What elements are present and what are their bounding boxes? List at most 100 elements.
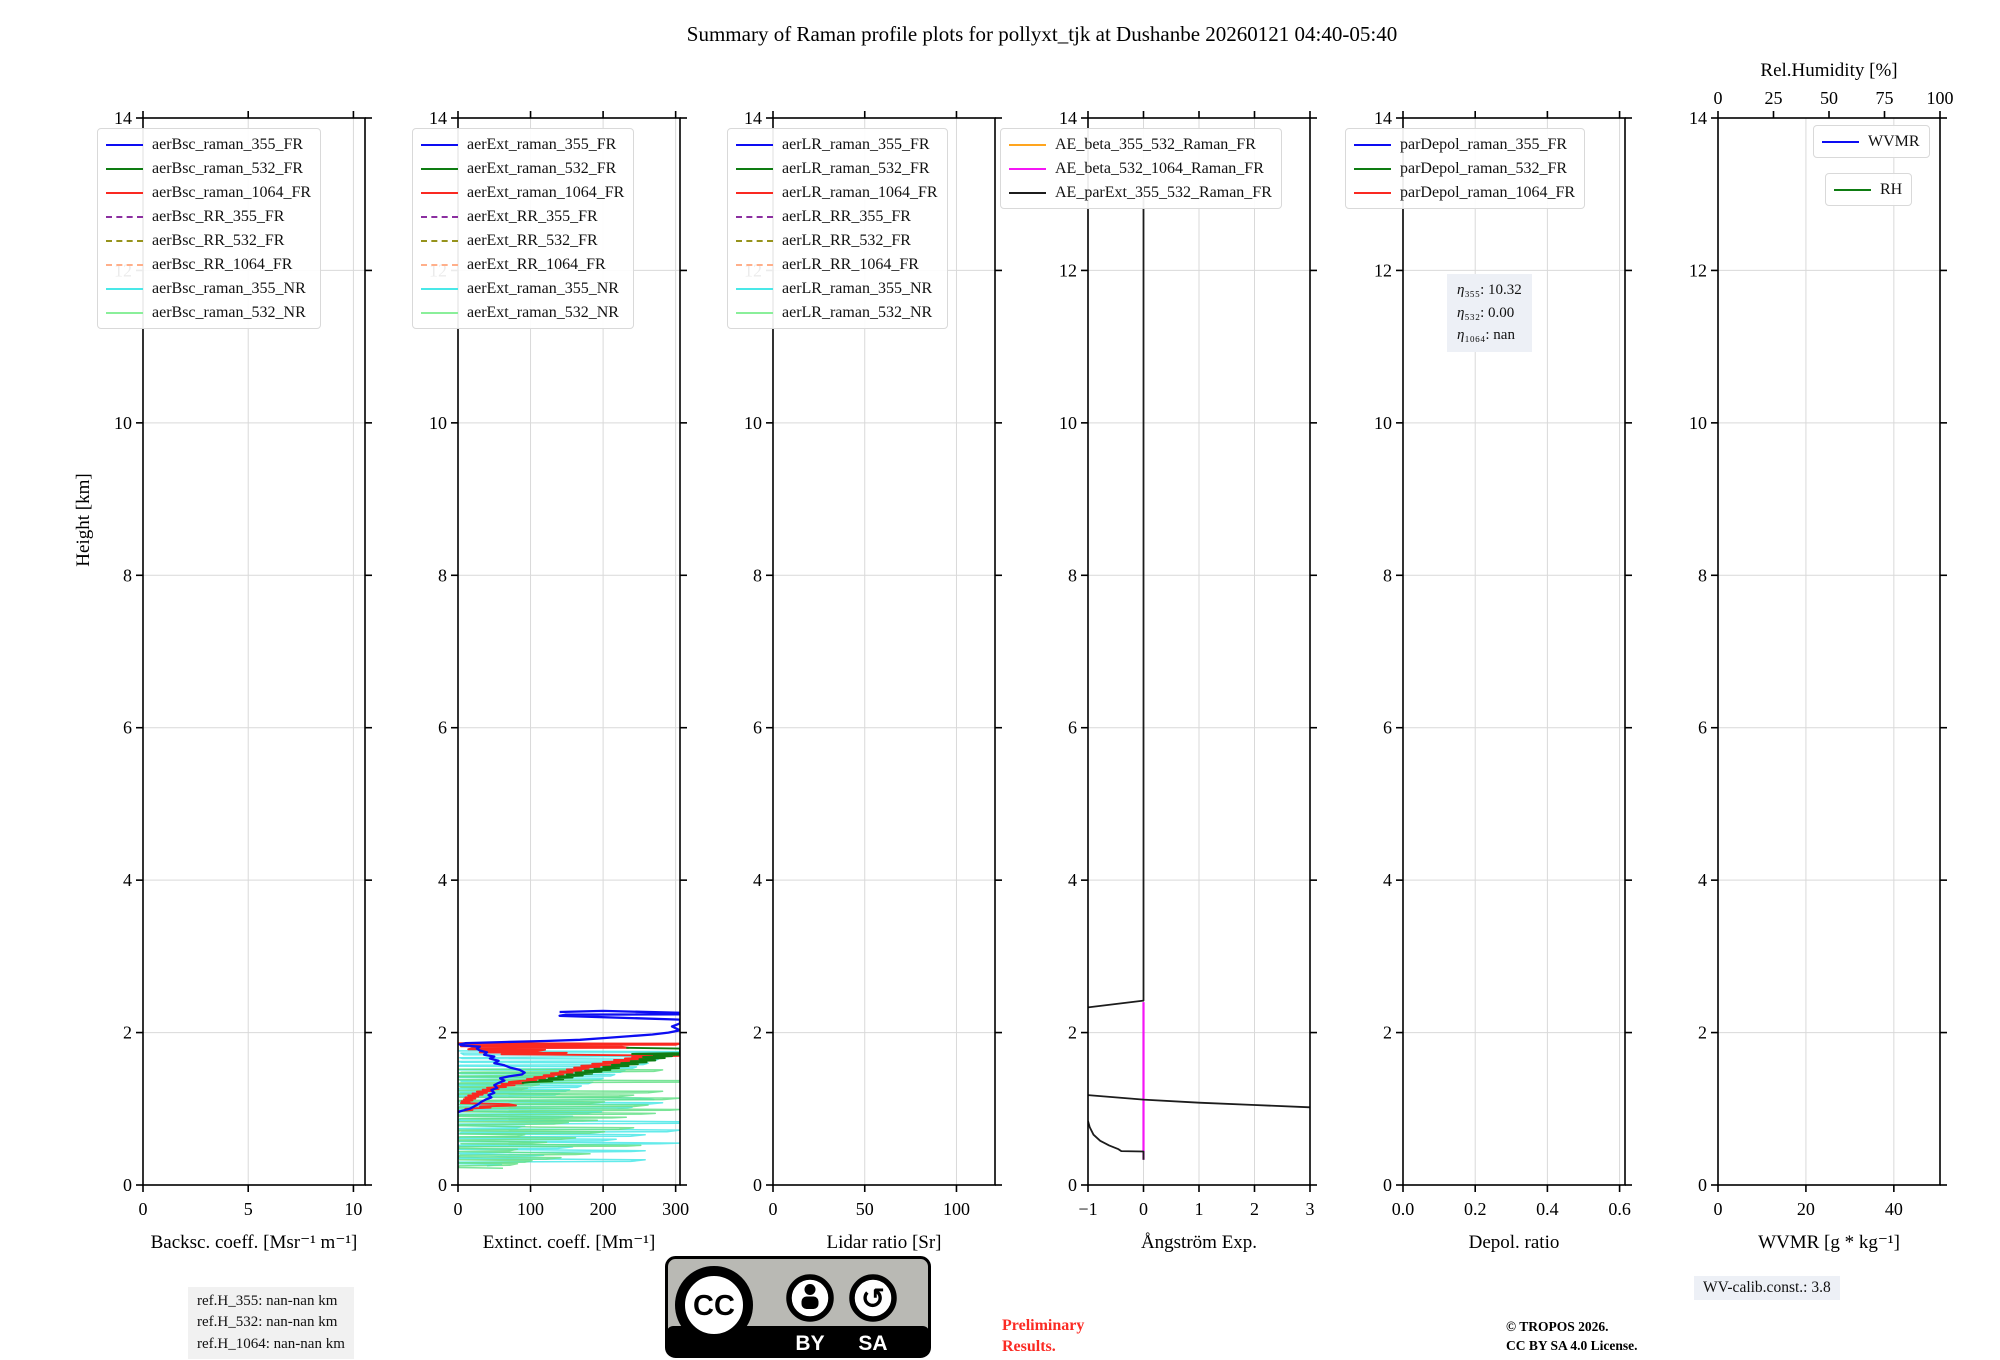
x-tick-label: 0.0 bbox=[1392, 1199, 1415, 1219]
svg-text:↺: ↺ bbox=[861, 1282, 885, 1316]
top-tick-label: 100 bbox=[1927, 88, 1954, 108]
preliminary-results-note: Preliminary Results. bbox=[1002, 1317, 1085, 1355]
series-AE_parExt_355_532_Raman_FR bbox=[1088, 190, 1145, 1009]
top-tick-label: 75 bbox=[1876, 88, 1894, 108]
series-aerExt_raman_532_FR bbox=[521, 1046, 680, 1084]
x-tick-label: 200 bbox=[590, 1199, 617, 1219]
eta-532-value: η₅₃₂: 0.00 bbox=[1457, 304, 1515, 321]
y-tick-label: 2 bbox=[1383, 1023, 1392, 1043]
y-tick-label: 4 bbox=[123, 870, 132, 890]
y-tick-label: 14 bbox=[1059, 108, 1077, 128]
x-tick-label: 0.4 bbox=[1536, 1199, 1559, 1219]
y-tick-label: 12 bbox=[1059, 260, 1077, 280]
top-tick-label: 0 bbox=[1714, 88, 1723, 108]
y-tick-label: 0 bbox=[1068, 1175, 1077, 1195]
x-tick-label: 3 bbox=[1306, 1199, 1315, 1219]
panel-lidar_ratio: 0 50 100 0 2 4 6 8 10 12 14 Lidar ratio [Sr] bbox=[744, 108, 1002, 1253]
top-tick-label: 25 bbox=[1765, 88, 1783, 108]
x-tick-label: 100 bbox=[943, 1199, 970, 1219]
y-tick-label: 14 bbox=[1374, 108, 1392, 128]
wv-calibration-constant: WV-calib.const.: 3.8 bbox=[1694, 1276, 1840, 1300]
y-tick-label: 8 bbox=[753, 565, 762, 585]
axes-spines bbox=[142, 117, 366, 1186]
y-tick-label: 10 bbox=[1374, 413, 1392, 433]
panel-backscatter: 0 5 10 0 2 4 6 8 10 12 14 Backsc. coeff. [Msr⁻¹ m⁻¹… bbox=[114, 108, 372, 1253]
y-tick-label: 10 bbox=[744, 413, 762, 433]
cc-logo-icon bbox=[675, 1266, 753, 1344]
y-tick-label: 12 bbox=[744, 260, 762, 280]
eta-355-value: η₃₅₅: 10.32 bbox=[1457, 282, 1522, 298]
y-tick-label: 8 bbox=[1698, 565, 1707, 585]
axes-spines bbox=[1402, 117, 1626, 1186]
y-tick-label: 12 bbox=[1374, 260, 1392, 280]
eta-1064-value: η₁₀₆₄: nan bbox=[1457, 327, 1515, 343]
panel-wvmr: 0 20 40 0 2 4 6 8 10 12 14 WVMR [g * kg⁻¹] 0 25 50 75 10… bbox=[1689, 60, 1954, 1253]
x-tick-label: 10 bbox=[344, 1199, 362, 1219]
x-axis-label: Backsc. coeff. [Msr⁻¹ m⁻¹] bbox=[151, 1232, 358, 1253]
y-tick-label: 4 bbox=[753, 870, 762, 890]
x-tick-label: 0 bbox=[769, 1199, 778, 1219]
series-aerExt_raman_1064_FR bbox=[458, 1042, 680, 1113]
axes-spines bbox=[1717, 117, 1941, 1186]
x-tick-label: 100 bbox=[517, 1199, 544, 1219]
ref-h-1064: ref.H_1064: nan-nan km bbox=[197, 1335, 345, 1352]
y-tick-label: 0 bbox=[1383, 1175, 1392, 1195]
y-tick-label: 0 bbox=[123, 1175, 132, 1195]
y-tick-label: 10 bbox=[429, 413, 447, 433]
y-tick-label: 6 bbox=[1068, 718, 1077, 738]
y-tick-label: 8 bbox=[1068, 565, 1077, 585]
eta-annotation-box: η₃₅₅: 10.32 η₅₃₂: 0.00 η₁₀₆₄: nan bbox=[1447, 274, 1532, 352]
series-AE_parExt_355_532_Raman_FR bbox=[1088, 1094, 1310, 1109]
x-tick-label: 5 bbox=[244, 1199, 253, 1219]
top-tick-label: 50 bbox=[1820, 88, 1838, 108]
x-tick-label: −1 bbox=[1078, 1199, 1097, 1219]
y-tick-label: 12 bbox=[429, 260, 447, 280]
y-tick-label: 12 bbox=[114, 260, 132, 280]
cc-by-sa-badge: CC ↺ BY SA bbox=[665, 1256, 931, 1358]
y-tick-label: 2 bbox=[753, 1023, 762, 1043]
y-tick-label: 14 bbox=[744, 108, 762, 128]
panel-depol_ratio: 0.0 0.2 0.4 0.6 0 2 4 6 8 10 12 14 Depol. ratio bbox=[1374, 108, 1632, 1253]
y-tick-label: 4 bbox=[438, 870, 447, 890]
x-tick-label: 20 bbox=[1797, 1199, 1815, 1219]
y-tick-label: 8 bbox=[123, 565, 132, 585]
y-tick-label: 10 bbox=[1689, 413, 1707, 433]
y-tick-label: 6 bbox=[438, 718, 447, 738]
y-tick-label: 6 bbox=[123, 718, 132, 738]
x-tick-label: 50 bbox=[856, 1199, 874, 1219]
y-tick-label: 0 bbox=[438, 1175, 447, 1195]
axes-spines bbox=[457, 117, 681, 1186]
x-tick-label: 300 bbox=[662, 1199, 689, 1219]
ref-h-355: ref.H_355: nan-nan km bbox=[197, 1293, 338, 1309]
panel-extinction: 0 100 200 300 0 2 4 6 8 10 12 14 Extinct. coeff. [Mm… bbox=[429, 108, 689, 1253]
x-tick-label: 0 bbox=[1714, 1199, 1723, 1219]
y-tick-label: 0 bbox=[1698, 1175, 1707, 1195]
cc-logo-text: CC bbox=[693, 1290, 735, 1322]
x-tick-label: 0 bbox=[139, 1199, 148, 1219]
y-tick-label: 12 bbox=[1689, 260, 1707, 280]
y-tick-label: 2 bbox=[1698, 1023, 1707, 1043]
y-tick-label: 2 bbox=[123, 1023, 132, 1043]
x-tick-label: 40 bbox=[1885, 1199, 1903, 1219]
y-tick-label: 10 bbox=[114, 413, 132, 433]
y-tick-label: 8 bbox=[438, 565, 447, 585]
top-axis-label: Rel.Humidity [%] bbox=[1760, 60, 1897, 81]
reference-height-box: ref.H_355: nan-nan km ref.H_532: nan-nan… bbox=[188, 1287, 354, 1359]
series-AE_parExt_355_532_Raman_FR bbox=[1088, 1120, 1145, 1160]
x-axis-label: WVMR [g * kg⁻¹] bbox=[1758, 1232, 1900, 1253]
y-tick-label: 14 bbox=[429, 108, 447, 128]
x-axis-label: Lidar ratio [Sr] bbox=[826, 1232, 941, 1253]
share-alike-arrow-icon bbox=[849, 1274, 897, 1322]
x-tick-label: 2 bbox=[1250, 1199, 1259, 1219]
y-tick-label: 6 bbox=[1383, 718, 1392, 738]
x-tick-label: 0 bbox=[1139, 1199, 1148, 1219]
tropos-copyright: © TROPOS 2026. CC BY SA 4.0 License. bbox=[1506, 1319, 1638, 1353]
figure-title: Summary of Raman profile plots for polly… bbox=[686, 22, 1398, 46]
y-tick-label: 0 bbox=[753, 1175, 762, 1195]
y-tick-label: 4 bbox=[1383, 870, 1392, 890]
x-tick-label: 0.6 bbox=[1608, 1199, 1631, 1219]
axes-spines bbox=[772, 117, 996, 1186]
